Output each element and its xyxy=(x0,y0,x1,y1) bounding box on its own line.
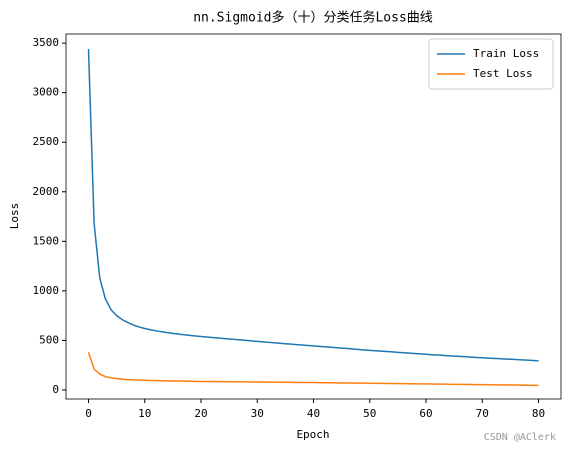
x-tick-label: 60 xyxy=(419,407,432,420)
x-tick-label: 30 xyxy=(251,407,264,420)
line xyxy=(87,352,539,387)
y-tick-label: 500 xyxy=(39,333,59,346)
legend-box xyxy=(428,38,554,90)
axes-frame xyxy=(65,33,562,400)
chart-title: nn.Sigmoid多（十）分类任务Loss曲线 xyxy=(193,10,433,26)
line xyxy=(87,49,539,362)
y-tick-label: 2500 xyxy=(33,135,60,148)
y-tick-label: 3500 xyxy=(33,36,60,49)
y-tick-label: 3000 xyxy=(33,86,60,99)
x-tick-label: 0 xyxy=(85,407,92,420)
y-tick-label: 2000 xyxy=(33,185,60,198)
y-tick-label: 1500 xyxy=(33,234,60,247)
x-tick-label: 80 xyxy=(532,407,545,420)
x-tick-label: 40 xyxy=(307,407,320,420)
y-tick-label: 1000 xyxy=(33,284,60,297)
x-tick-label: 50 xyxy=(363,407,376,420)
legend-label: Test Loss xyxy=(473,67,533,80)
y-axis-label: Loss xyxy=(8,203,21,230)
x-tick-label: 10 xyxy=(138,407,151,420)
watermark: CSDN @AClerk xyxy=(484,432,556,443)
x-tick-label: 70 xyxy=(476,407,489,420)
y-tick-label: 0 xyxy=(52,383,59,396)
x-tick-label: 20 xyxy=(194,407,207,420)
legend-label: Train Loss xyxy=(473,47,539,60)
x-axis-label: Epoch xyxy=(296,428,329,441)
